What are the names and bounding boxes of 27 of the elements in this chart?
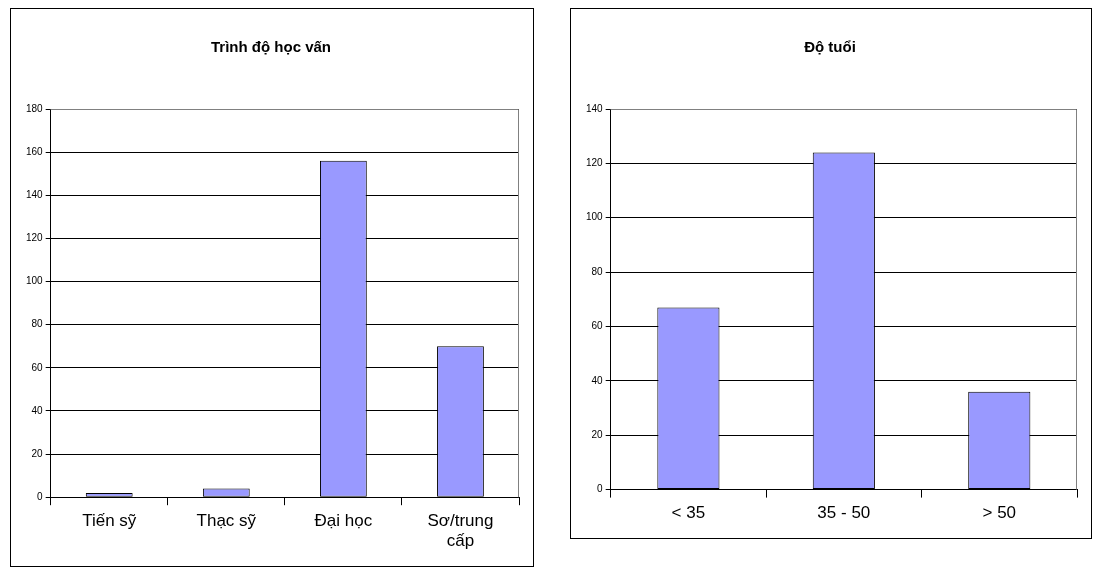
y-tick-label: 120 <box>586 157 604 169</box>
y-tick-label: 180 <box>26 102 44 114</box>
x-tick-label: Thạc sỹ <box>196 511 257 531</box>
chart-title: Độ tuổi <box>804 38 856 56</box>
y-tick-label: 80 <box>591 265 604 277</box>
y-tick-label: 140 <box>26 189 44 201</box>
y-tick-label: 0 <box>37 490 44 502</box>
y-tick-label: 0 <box>597 483 604 495</box>
chart-title: Trình độ học vấn <box>210 38 332 56</box>
x-tick-label: Đại học <box>314 511 373 531</box>
y-tick-label: 100 <box>586 211 604 223</box>
y-tick-label: 20 <box>31 447 44 459</box>
x-tick-label: < 35 <box>671 503 706 523</box>
y-tick-label: 20 <box>591 428 604 440</box>
y-tick-label: 40 <box>591 374 604 386</box>
y-tick-label: 160 <box>26 145 44 157</box>
y-tick-label: 60 <box>591 320 604 332</box>
y-tick-label: 40 <box>31 404 44 416</box>
x-tick-label: Sơ/trung cấp <box>427 511 494 551</box>
y-tick-label: 140 <box>586 102 604 114</box>
y-tick-label: 60 <box>31 361 44 373</box>
y-tick-label: 120 <box>26 232 44 244</box>
x-tick-label: Tiến sỹ <box>82 511 137 531</box>
x-tick-label: > 50 <box>982 503 1017 523</box>
x-tick-label: 35 - 50 <box>817 503 871 523</box>
y-tick-label: 80 <box>31 318 44 330</box>
y-tick-label: 100 <box>26 275 44 287</box>
